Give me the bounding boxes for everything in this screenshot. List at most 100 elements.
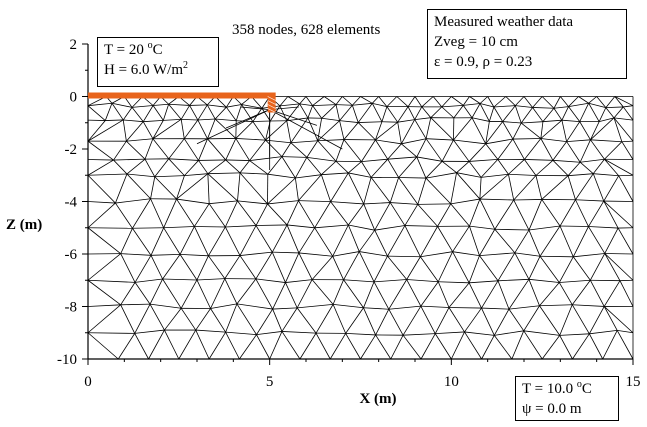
mesh-edge [469, 96, 481, 104]
mesh-edge [210, 308, 226, 333]
mesh-edge [207, 159, 226, 174]
mesh-edge [397, 122, 402, 144]
mesh-edge [493, 106, 503, 122]
mesh-edge [512, 138, 541, 140]
mesh-edge [469, 225, 480, 256]
mesh-edge [314, 224, 349, 229]
mesh-edge [375, 334, 392, 360]
mesh-edge [441, 139, 454, 162]
mesh-edge [335, 96, 343, 105]
mesh-edge [115, 202, 133, 229]
mesh-edge [162, 278, 197, 281]
bottom-condition-box: T = 10.0 oC ψ = 0.0 m [515, 376, 619, 421]
mesh-edge [290, 140, 318, 144]
mesh-edge [306, 157, 322, 175]
mesh-edge [298, 252, 333, 257]
mesh-edge [363, 202, 391, 205]
mesh-edge [168, 103, 182, 120]
mesh-edge [255, 251, 273, 280]
mesh-edge [87, 105, 106, 121]
mesh-edge [441, 160, 457, 173]
mesh-edge [343, 122, 359, 140]
mesh-edge [524, 159, 537, 176]
mesh-edge [453, 139, 470, 162]
mesh-edge [421, 96, 434, 108]
mesh-edge [553, 106, 569, 109]
mesh-edge [603, 200, 634, 229]
mesh-edge [267, 200, 299, 205]
mesh-edge [296, 307, 317, 334]
x-tick-label: 0 [84, 374, 92, 390]
surface-condition-box: T = 20 oC H = 6.0 W/m2 [97, 37, 219, 87]
mesh-edge [225, 303, 238, 333]
mesh-edge [207, 173, 210, 204]
mesh-edge [614, 96, 624, 108]
mesh-edge [497, 278, 529, 282]
mesh-edge [134, 329, 165, 334]
mesh-edge [329, 333, 346, 360]
mesh-edge [602, 330, 618, 360]
mesh-edge [306, 140, 319, 158]
mesh-edge [87, 201, 116, 204]
mesh-edge [87, 119, 124, 142]
mesh-edge [298, 200, 316, 229]
mesh-edge [402, 305, 422, 336]
mesh-edge [314, 201, 331, 229]
mesh-edge [226, 104, 242, 108]
mesh-edge [481, 307, 495, 336]
mesh-edge [123, 119, 144, 123]
mesh-edge [150, 227, 165, 256]
mesh-edge [453, 117, 473, 141]
mesh-edge [286, 224, 300, 254]
emissivity-albedo: ε = 0.9, ρ = 0.23 [434, 54, 533, 70]
mesh-edge [181, 118, 198, 121]
mesh-edge [87, 279, 121, 306]
mesh-edge [407, 96, 416, 107]
mesh-edge [485, 121, 490, 144]
mesh-edge [183, 138, 199, 161]
mesh-edge [297, 303, 334, 309]
mesh-edge [87, 159, 114, 161]
mesh-edge [425, 177, 452, 205]
mesh-edge [528, 229, 541, 257]
mesh-edge [568, 96, 579, 107]
mesh-edge [373, 281, 390, 310]
mesh-edge [417, 177, 427, 205]
mesh-edge [150, 253, 181, 256]
mesh-edge [143, 119, 164, 123]
mesh-edge [225, 331, 257, 336]
mesh-edge [285, 282, 298, 309]
mesh-edge [180, 253, 209, 257]
mesh-edge [398, 177, 419, 205]
mesh-edge [154, 176, 177, 200]
mesh-edge [299, 96, 307, 105]
mesh-edge [113, 158, 146, 161]
mesh-edge [464, 307, 482, 333]
mesh-edge [497, 280, 510, 310]
mesh-edge [508, 174, 515, 201]
mesh-edge [358, 121, 382, 123]
mesh-edge [152, 120, 164, 139]
mesh-edge [236, 303, 257, 335]
mesh-edge [152, 105, 164, 121]
refined-element [267, 104, 276, 109]
mesh-edge [493, 308, 510, 336]
mesh-edge [87, 173, 127, 176]
mesh-edge [225, 159, 250, 161]
mesh-edge [120, 228, 133, 254]
z-tick-label: -8 [65, 300, 78, 316]
mesh-edge [126, 158, 146, 175]
mesh-edge [148, 329, 165, 360]
mesh-edge [420, 256, 439, 282]
mesh-edge [149, 303, 182, 309]
z-tick-label: -10 [57, 352, 77, 368]
mesh-edge [87, 159, 114, 176]
mesh-edge [256, 334, 271, 360]
mesh-edge [358, 229, 376, 252]
surface-temperature: T = 20 oC [104, 40, 163, 59]
mesh-edge [312, 105, 322, 119]
mesh-edge [471, 117, 487, 144]
mesh-edge [312, 104, 337, 107]
mesh-edge [286, 120, 292, 143]
mesh-edge [113, 140, 127, 161]
